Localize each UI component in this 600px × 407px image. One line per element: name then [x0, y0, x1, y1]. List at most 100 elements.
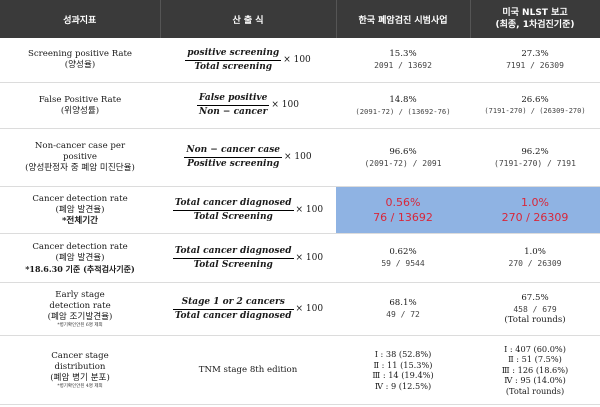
nlst-cell: 67.5% 458 / 679 (Total rounds)	[470, 282, 600, 336]
korea-cell-highlighted: 0.56% 76 / 13692	[336, 186, 470, 234]
metric-label-2: positive	[63, 152, 97, 162]
metric-label: Cancer detection rate	[32, 193, 128, 204]
formula-text: TNM stage 8th edition	[198, 364, 298, 375]
metric-label: Cancer stage	[51, 350, 109, 361]
table-row-cancer-detection-followup: Cancer detection rate (폐암 발견율) *18.6.30 …	[0, 233, 600, 283]
korea-value: 14.8%	[389, 94, 417, 105]
formula-cell: Non − cancer case Positive screening × 1…	[160, 128, 336, 187]
metric-label-ko: (양성판정자 중 폐암 미진단율)	[25, 163, 135, 173]
metric-cell: Cancer detection rate (폐암 발견율) *전체기간	[0, 186, 160, 234]
metric-label-2: detection rate	[49, 300, 111, 311]
metric-label-ko: (양성율)	[64, 60, 96, 70]
korea-stage-1: Ⅰ : 38 (52.8%)	[374, 349, 432, 359]
formula-fraction: Non − cancer case Positive screening	[184, 145, 283, 170]
metric-cell: Non-cancer case per positive (양성판정자 중 폐암…	[0, 128, 160, 187]
nlst-stage-3: Ⅲ : 126 (18.6%)	[501, 364, 569, 375]
korea-value: 68.1%	[389, 298, 417, 308]
formula-multiplier: × 100	[284, 152, 312, 162]
metric-label-ko: (폐암 발견율)	[55, 204, 105, 215]
nlst-cell-highlighted: 1.0% 270 / 26309	[470, 186, 600, 234]
table-row-false-positive: False Positive Rate (위양성률) False positiv…	[0, 82, 600, 129]
formula-multiplier: × 100	[295, 252, 324, 263]
korea-value: 0.62%	[389, 247, 417, 257]
nlst-note: (Total rounds)	[505, 385, 565, 396]
metric-cell: Early stage detection rate (폐암 조기발견율) *병…	[0, 282, 160, 336]
korea-stage-3: Ⅲ : 14 (19.4%)	[372, 370, 434, 380]
korea-cell: 14.8% (2091-72) / (13692-76)	[336, 82, 470, 129]
header-metric: 성과지표	[0, 0, 161, 38]
korea-stage-2: Ⅱ : 11 (15.3%)	[373, 359, 433, 370]
korea-stage-4: Ⅳ : 9 (12.5%)	[374, 380, 432, 391]
formula-denominator: Non − cancer	[199, 107, 268, 117]
formula-multiplier: × 100	[295, 303, 324, 314]
metric-label: Non-cancer case per	[34, 141, 126, 151]
korea-value: 96.6%	[389, 146, 417, 157]
metric-label: Early stage	[55, 289, 105, 300]
metric-footnote: *병기확인안된 4명 제외	[57, 383, 103, 389]
korea-value: 15.3%	[389, 49, 417, 59]
nlst-count: 270 / 26309	[508, 259, 562, 268]
korea-count: 76 / 13692	[373, 211, 433, 224]
table-row-non-cancer-per-positive: Non-cancer case per positive (양성판정자 중 폐암…	[0, 128, 600, 187]
metric-label-ko: (폐암 발견율)	[55, 252, 105, 263]
korea-cell: Ⅰ : 38 (52.8%) Ⅱ : 11 (15.3%) Ⅲ : 14 (19…	[336, 335, 470, 405]
korea-cell: 68.1% 49 / 72	[336, 282, 470, 336]
korea-value: 0.56%	[385, 196, 421, 209]
table-row-early-stage-detection: Early stage detection rate (폐암 조기발견율) *병…	[0, 282, 600, 336]
metric-label-ko: (위양성률)	[60, 105, 100, 116]
metric-label: Cancer detection rate	[32, 241, 128, 252]
metric-cell: False Positive Rate (위양성률)	[0, 82, 160, 129]
metric-label: False Positive Rate	[38, 94, 122, 105]
nlst-count: (7191-270) / 7191	[494, 158, 576, 168]
formula-multiplier: × 100	[295, 204, 324, 215]
nlst-value: 27.3%	[521, 49, 549, 59]
korea-count: 2091 / 13692	[374, 61, 432, 70]
formula-numerator: Total cancer diagnosed	[172, 198, 294, 211]
nlst-cell: Ⅰ : 407 (60.0%) Ⅱ : 51 (7.5%) Ⅲ : 126 (1…	[470, 335, 600, 405]
metric-footnote: *병기확인안된 6명 제외	[57, 322, 103, 328]
nlst-cell: 96.2% (7191-270) / 7191	[470, 128, 600, 187]
metric-note: *전체기간	[61, 215, 99, 226]
korea-cell: 0.62% 59 / 9544	[336, 233, 470, 283]
formula-multiplier: × 100	[283, 54, 311, 65]
header-korea: 한국 폐암검진 시범사업	[336, 0, 471, 38]
nlst-count: 270 / 26309	[501, 211, 569, 224]
korea-count: (2091-72) / 2091	[364, 158, 442, 168]
formula-denominator: Total Screening	[193, 211, 273, 222]
nlst-value: 1.0%	[521, 196, 549, 209]
header-row: 성과지표 산 출 식 한국 폐암검진 시범사업 미국 NLST 보고 (최종, …	[0, 0, 600, 38]
header-formula: 산 출 식	[160, 0, 337, 38]
formula-numerator: Non − cancer case	[184, 145, 283, 158]
formula-cell: Total cancer diagnosed Total Screening ×…	[160, 186, 336, 234]
nlst-stage-4: Ⅳ : 95 (14.0%)	[504, 375, 566, 386]
nlst-note: (Total rounds)	[504, 314, 566, 325]
metric-cell: Cancer stage distribution (폐암 병기 분포) *병기…	[0, 335, 160, 405]
formula-denominator: Total screening	[194, 61, 273, 72]
header-nlst: 미국 NLST 보고 (최종, 1차검진기준)	[470, 0, 600, 38]
nlst-stage-2: Ⅱ : 51 (7.5%)	[508, 354, 562, 365]
formula-numerator: False positive	[197, 93, 270, 106]
formula-fraction: Total cancer diagnosed Total Screening	[172, 246, 294, 271]
formula-cell: Stage 1 or 2 cancers Total cancer diagno…	[160, 282, 336, 336]
nlst-count: 458 / 679	[513, 304, 557, 314]
formula-fraction: False positive Non − cancer	[197, 93, 270, 118]
nlst-count: (7191-270) / (26309-270)	[484, 106, 586, 115]
formula-fraction: positive screening Total screening	[185, 48, 282, 73]
formula-numerator: Total cancer diagnosed	[172, 246, 294, 259]
nlst-value: 1.0%	[524, 247, 546, 257]
table-row-screening-positive: Screening positive Rate (양성율) positive s…	[0, 38, 600, 83]
metric-note: *18.6.30 기준 (추적검사기준)	[25, 263, 135, 274]
formula-fraction: Total cancer diagnosed Total Screening	[172, 198, 294, 223]
nlst-value: 67.5%	[521, 292, 549, 303]
table-row-cancer-detection-total: Cancer detection rate (폐암 발견율) *전체기간 Tot…	[0, 186, 600, 234]
formula-multiplier: × 100	[271, 100, 299, 110]
formula-cell: False positive Non − cancer × 100	[160, 82, 336, 129]
korea-cell: 15.3% 2091 / 13692	[336, 38, 470, 83]
metric-label-ko: (폐암 병기 분포)	[50, 372, 110, 383]
metric-label-2: distribution	[54, 361, 106, 372]
metric-label: Screening positive Rate	[27, 49, 133, 59]
formula-cell: positive screening Total screening × 100	[160, 38, 336, 83]
formula-fraction: Stage 1 or 2 cancers Total cancer diagno…	[172, 297, 294, 322]
metric-cell: Cancer detection rate (폐암 발견율) *18.6.30 …	[0, 233, 160, 283]
nlst-stage-1: Ⅰ : 407 (60.0%)	[504, 343, 566, 354]
